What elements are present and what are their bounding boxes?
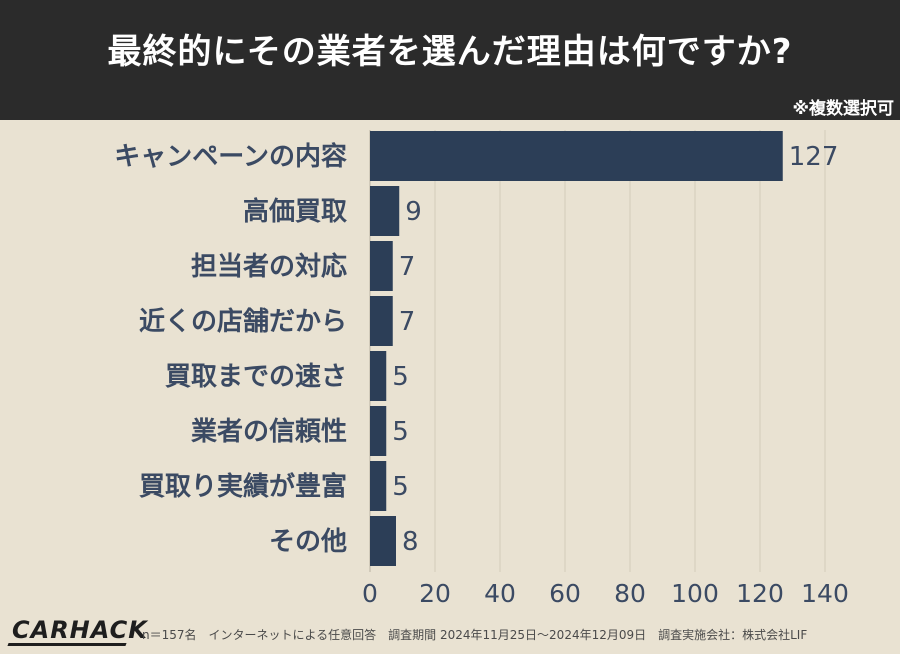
value-label: 9 xyxy=(405,197,422,227)
bar xyxy=(370,186,400,236)
value-label: 5 xyxy=(392,417,409,447)
value-label: 7 xyxy=(399,307,416,337)
bar xyxy=(370,131,783,181)
value-label: 5 xyxy=(392,472,409,502)
bar xyxy=(370,406,387,456)
bar-chart: キャンペーンの内容 127 高価買取 9 担当者の対応 7 近くの店舗だから 7 買取までの速さ… xyxy=(114,130,849,608)
survey-footnote: n＝157名 インターネットによる任意回答 調査期間 2024年11月25日〜2… xyxy=(142,628,808,642)
brand-logo: CARHACK xyxy=(12,616,148,644)
footer: CARHACK n＝157名 インターネットによる任意回答 調査期間 2024年… xyxy=(0,612,900,654)
value-label: 7 xyxy=(399,252,416,282)
category-label: 買取までの速さ xyxy=(165,362,347,392)
x-tick-label: 60 xyxy=(549,579,581,608)
page-title: 最終的にその業者を選んだ理由は何ですか? xyxy=(107,32,793,72)
category-label: キャンペーンの内容 xyxy=(114,141,347,172)
category-label: 業者の信頼性 xyxy=(191,417,347,447)
bar xyxy=(370,461,387,511)
x-tick-label: 80 xyxy=(614,579,646,608)
header-bar: 最終的にその業者を選んだ理由は何ですか? ※複数選択可 xyxy=(0,0,900,120)
x-tick-label: 0 xyxy=(362,579,378,608)
category-label: 高価買取 xyxy=(243,196,347,227)
x-tick-label: 100 xyxy=(671,579,719,608)
value-label: 127 xyxy=(789,142,839,172)
bar xyxy=(370,516,396,566)
category-label: 担当者の対応 xyxy=(191,251,347,282)
bar xyxy=(370,351,387,401)
x-tick-label: 20 xyxy=(419,579,451,608)
x-tick-label: 40 xyxy=(484,579,516,608)
category-label: その他 xyxy=(269,527,347,557)
bar xyxy=(370,241,393,291)
bar xyxy=(370,296,393,346)
multiple-choice-note: ※複数選択可 xyxy=(792,99,894,119)
logo-underline xyxy=(7,643,127,646)
x-tick-label: 140 xyxy=(801,579,849,608)
category-label: 買取り実績が豊富 xyxy=(139,471,347,502)
value-label: 8 xyxy=(402,527,419,557)
x-tick-label: 120 xyxy=(736,579,784,608)
value-label: 5 xyxy=(392,362,409,392)
category-label: 近くの店舗だから xyxy=(139,307,347,337)
